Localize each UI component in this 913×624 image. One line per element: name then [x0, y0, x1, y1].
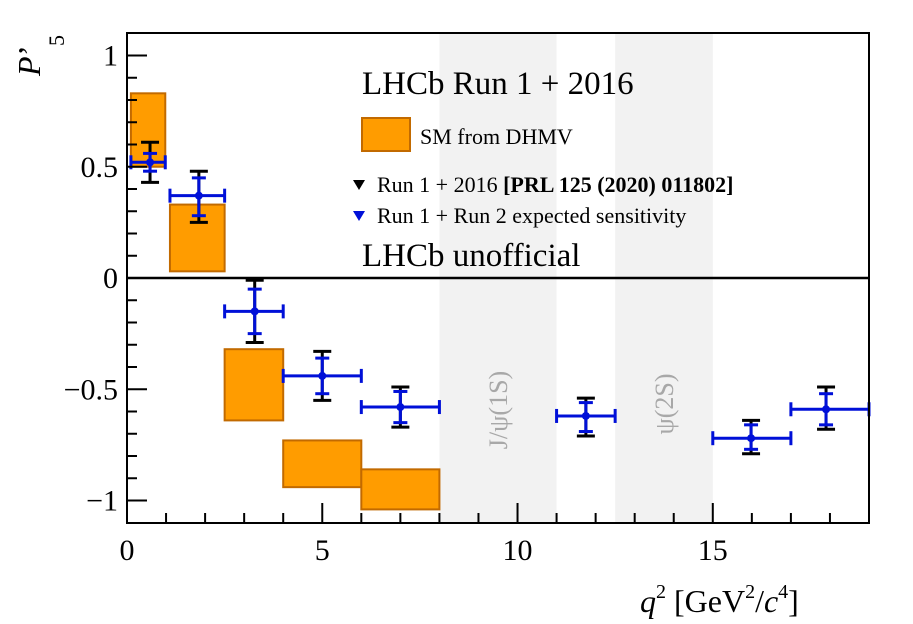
x-tick-label: 10 [503, 534, 533, 567]
legend-expected-label: Run 1 + Run 2 expected sensitivity [377, 203, 686, 228]
veto-band-label: J/ψ(1S) [484, 371, 513, 449]
y-axis-title: P ’ 5 [11, 35, 69, 77]
expected-point [318, 371, 327, 380]
expected-sensitivity-points [129, 151, 871, 451]
expected-point [396, 403, 405, 412]
x-axis-title: q2 [GeV2/c4] [640, 581, 799, 619]
sm-prediction-box [360, 468, 441, 511]
x-tick-label: 15 [698, 534, 728, 567]
x-axis-unit-close: ] [788, 583, 799, 619]
x-axis-unit-sup1: 2 [745, 581, 755, 603]
y-axis-sub: 5 [44, 35, 69, 46]
y-tick-label: 0 [103, 262, 118, 295]
legend: LHCb Run 1 + 2016 SM from DHMV Run 1 + 2… [353, 66, 733, 274]
legend-blue-marker [353, 211, 365, 221]
x-axis-unit-sup2: 4 [778, 581, 788, 603]
y-axis-prime: ’ [11, 45, 47, 56]
sm-prediction-box [129, 92, 167, 168]
legend-sm-swatch [361, 117, 411, 152]
legend-run1-label: Run 1 + 2016 [PRL 125 (2020) 011802] [377, 172, 733, 197]
legend-run1-ref: [PRL 125 (2020) 011802] [503, 172, 733, 197]
y-tick-label: −0.5 [64, 373, 118, 406]
x-tick-label: 5 [315, 534, 330, 567]
expected-point [581, 411, 590, 420]
x-axis-unit-open: [GeV [666, 583, 745, 619]
theory-boxes [129, 92, 441, 511]
y-axis-var: P [11, 56, 47, 77]
axis-ticks: 0 5 10 15 1 0.5 0 −0.5 −1 [64, 40, 870, 567]
expected-point [194, 191, 203, 200]
x-axis-var-sup: 2 [656, 581, 666, 603]
x-axis-var: q [640, 583, 656, 619]
x-tick-label: 0 [120, 534, 135, 567]
legend-title: LHCb Run 1 + 2016 [362, 66, 634, 102]
legend-subtitle: LHCb unofficial [362, 238, 580, 274]
expected-point [146, 158, 155, 167]
legend-sm-label: SM from DHMV [420, 124, 573, 149]
expected-point [250, 307, 259, 316]
legend-run1-prefix: Run 1 + 2016 [377, 172, 503, 197]
expected-point [822, 405, 831, 414]
x-axis-unit-mid: / [755, 583, 764, 619]
expected-point [747, 434, 756, 443]
sm-prediction-box [282, 439, 363, 489]
y-tick-label: 0.5 [81, 151, 119, 184]
x-axis-unit-c: c [764, 583, 778, 619]
y-tick-label: −1 [86, 485, 118, 518]
sm-prediction-box [223, 348, 285, 422]
veto-band-label: ψ(2S) [650, 373, 679, 434]
legend-black-marker [353, 180, 365, 190]
y-tick-label: 1 [103, 40, 118, 73]
